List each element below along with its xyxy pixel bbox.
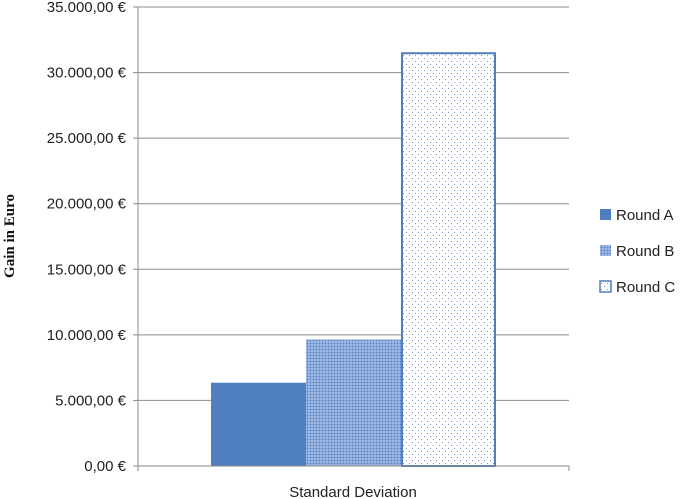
y-tick-label: 15.000,00 € xyxy=(47,261,127,278)
y-tick-label: 20.000,00 € xyxy=(47,196,127,213)
y-axis-title: Gain in Euro xyxy=(2,194,18,278)
legend-swatch xyxy=(600,209,611,220)
y-tick-label: 0,00 € xyxy=(84,458,126,475)
y-tick-label: 5.000,00 € xyxy=(55,392,127,409)
legend-swatch xyxy=(599,280,612,293)
gridlines xyxy=(133,6,570,471)
y-tick-label: 10.000,00 € xyxy=(47,327,127,344)
legend: Round A Round B Round C xyxy=(599,207,675,296)
bar-round-c xyxy=(401,52,496,467)
y-tick-label: 35.000,00 € xyxy=(47,0,127,16)
legend-label: Round A xyxy=(616,207,674,224)
y-axis-tick-labels: 0,00 € 5.000,00 € 10.000,00 € 15.000,00 € 20… xyxy=(47,0,127,475)
y-tick-label: 25.000,00 € xyxy=(47,130,127,147)
x-category-label: Standard Deviation xyxy=(289,484,417,499)
bar-round-a xyxy=(211,382,306,466)
legend-label: Round C xyxy=(616,279,675,296)
legend-label: Round B xyxy=(616,243,674,260)
bar-round-b xyxy=(306,339,401,466)
y-tick-label: 30.000,00 € xyxy=(47,65,127,82)
bars xyxy=(211,52,496,467)
legend-swatch xyxy=(600,245,611,256)
